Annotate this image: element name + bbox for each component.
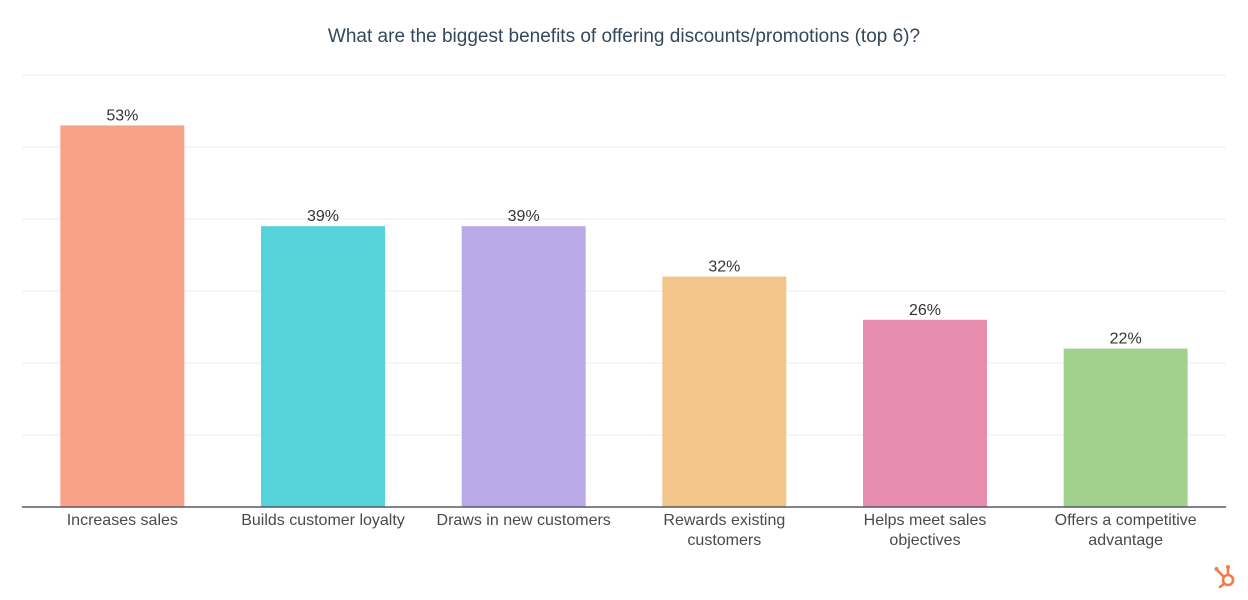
x-tick-label-line: Helps meet sales: [864, 512, 987, 529]
data-label: 32%: [708, 259, 740, 276]
x-tick-label: Builds customer loyalty: [241, 512, 405, 529]
data-label: 53%: [106, 107, 138, 124]
bar: [461, 226, 586, 507]
x-tick-label: Helps meet sales objectives: [864, 512, 987, 549]
x-tick-label: Offers a competitive advantage: [1055, 512, 1197, 549]
chart-title: What are the biggest benefits of offerin…: [327, 26, 921, 47]
bar: [662, 276, 787, 507]
data-label: 22%: [1110, 331, 1142, 348]
x-tick-label-line: Builds customer loyalty: [241, 512, 405, 529]
data-label: 26%: [909, 302, 941, 319]
bar: [60, 125, 185, 508]
x-tick-label: Draws in new customers: [437, 512, 611, 529]
data-label: 39%: [508, 208, 540, 225]
bar: [261, 226, 385, 507]
x-tick-label-line: Offers a competitive: [1055, 512, 1197, 529]
x-tick-label-line: Increases sales: [67, 512, 178, 529]
x-tick-label-line: objectives: [889, 532, 960, 549]
x-tick-label: Rewards existing customers: [663, 512, 785, 549]
x-tick-label-line: Rewards existing: [663, 512, 785, 529]
data-label: 39%: [307, 208, 339, 225]
x-tick-label-line: customers: [687, 532, 761, 549]
bar: [863, 319, 987, 507]
hubspot-sprocket-icon: [1214, 565, 1235, 589]
x-tick-label-line: Draws in new customers: [437, 512, 611, 529]
bar: [1063, 348, 1188, 507]
x-tick-label: Increases sales: [67, 512, 178, 529]
x-tick-label-line: advantage: [1088, 532, 1163, 549]
